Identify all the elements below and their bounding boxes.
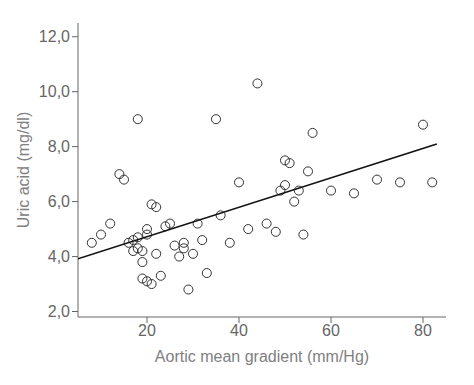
svg-text:40: 40 <box>230 322 248 339</box>
svg-text:Uric acid (mg/dl): Uric acid (mg/dl) <box>15 112 32 228</box>
svg-text:80: 80 <box>414 322 432 339</box>
svg-text:2,0: 2,0 <box>48 303 70 320</box>
svg-text:20: 20 <box>138 322 156 339</box>
svg-text:6,0: 6,0 <box>48 193 70 210</box>
svg-text:Aortic mean gradient (mm/Hg): Aortic mean gradient (mm/Hg) <box>155 348 369 365</box>
svg-text:60: 60 <box>322 322 340 339</box>
svg-text:10,0: 10,0 <box>39 83 70 100</box>
svg-text:12,0: 12,0 <box>39 28 70 45</box>
svg-text:8,0: 8,0 <box>48 138 70 155</box>
svg-text:4,0: 4,0 <box>48 248 70 265</box>
